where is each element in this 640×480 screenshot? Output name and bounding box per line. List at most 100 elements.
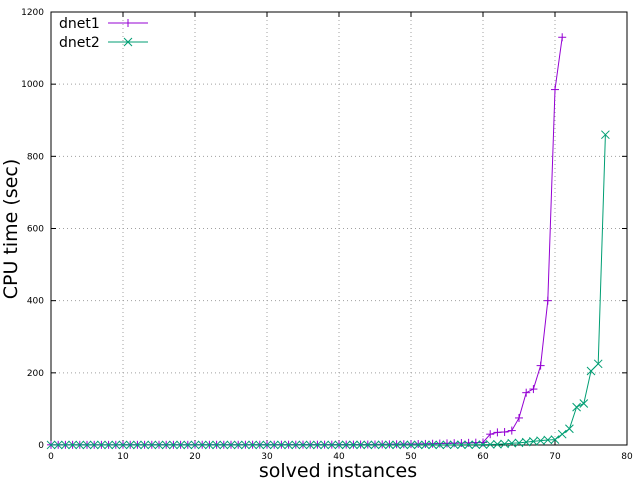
data-point-dnet2 bbox=[586, 366, 596, 376]
data-point-dnet2 bbox=[68, 440, 77, 450]
data-point-dnet1 bbox=[457, 439, 466, 448]
data-point-dnet2 bbox=[190, 440, 200, 450]
x-tick-label: 50 bbox=[405, 452, 417, 462]
series-line-dnet2 bbox=[51, 134, 606, 446]
data-point-dnet1 bbox=[551, 85, 559, 94]
data-point-dnet2 bbox=[305, 440, 315, 450]
data-point-dnet2 bbox=[53, 440, 63, 450]
data-point-dnet2 bbox=[111, 440, 121, 450]
data-point-dnet2 bbox=[428, 440, 437, 450]
data-point-dnet2 bbox=[464, 440, 473, 450]
data-point-dnet2 bbox=[543, 435, 553, 445]
data-point-dnet1 bbox=[414, 439, 423, 448]
data-point-dnet1 bbox=[428, 439, 437, 448]
data-point-dnet1 bbox=[558, 33, 567, 42]
data-point-dnet1 bbox=[529, 385, 538, 394]
data-point-dnet2 bbox=[536, 436, 545, 446]
data-point-dnet2 bbox=[269, 440, 279, 450]
x-tick-label: 40 bbox=[333, 452, 345, 462]
legend-label-dnet1: dnet1 bbox=[59, 16, 100, 32]
x-tick-label: 60 bbox=[477, 452, 489, 462]
data-point-dnet2 bbox=[226, 440, 236, 450]
data-point-dnet1 bbox=[493, 428, 502, 437]
data-point-dnet1 bbox=[500, 428, 509, 437]
data-point-dnet2 bbox=[399, 440, 409, 450]
data-point-dnet2 bbox=[262, 440, 272, 450]
data-point-dnet1 bbox=[435, 439, 444, 448]
data-point-dnet2 bbox=[550, 435, 560, 444]
data-point-dnet1 bbox=[443, 439, 451, 448]
legend-marker-dnet2 bbox=[123, 37, 133, 47]
y-tick-label: 400 bbox=[27, 297, 44, 307]
data-point-dnet2 bbox=[212, 440, 221, 450]
data-point-dnet2 bbox=[449, 440, 459, 450]
data-point-dnet2 bbox=[183, 440, 193, 450]
x-tick-label: 0 bbox=[48, 452, 54, 462]
data-point-dnet2 bbox=[507, 438, 517, 448]
x-tick-label: 80 bbox=[621, 452, 633, 462]
data-point-dnet2 bbox=[392, 440, 401, 450]
x-tick-label: 10 bbox=[117, 452, 129, 462]
data-point-dnet2 bbox=[521, 437, 531, 447]
data-point-dnet1 bbox=[507, 426, 516, 435]
data-point-dnet2 bbox=[233, 440, 243, 450]
data-point-dnet2 bbox=[89, 440, 99, 450]
legend-label-dnet2: dnet2 bbox=[59, 35, 100, 51]
data-point-dnet2 bbox=[169, 440, 178, 450]
data-point-dnet2 bbox=[421, 440, 430, 450]
data-point-dnet2 bbox=[601, 130, 610, 140]
data-point-dnet2 bbox=[75, 440, 85, 450]
data-point-dnet2 bbox=[442, 440, 452, 450]
data-point-dnet2 bbox=[97, 440, 106, 450]
data-point-dnet1 bbox=[486, 430, 495, 439]
data-point-dnet2 bbox=[471, 440, 481, 450]
data-point-dnet2 bbox=[219, 440, 229, 450]
legend: dnet1 dnet2 bbox=[59, 16, 148, 51]
data-point-dnet1 bbox=[464, 438, 473, 447]
data-point-dnet2 bbox=[277, 440, 286, 450]
data-point-dnet2 bbox=[565, 424, 574, 434]
data-point-dnet2 bbox=[385, 440, 394, 450]
data-point-dnet2 bbox=[154, 440, 164, 450]
data-point-dnet2 bbox=[529, 437, 538, 446]
data-point-dnet2 bbox=[248, 440, 257, 450]
data-point-dnet2 bbox=[118, 440, 128, 450]
y-tick-label: 1200 bbox=[21, 8, 44, 18]
data-point-dnet2 bbox=[197, 440, 207, 450]
data-point-dnet2 bbox=[457, 440, 466, 450]
data-point-dnet2 bbox=[133, 440, 142, 450]
data-point-dnet2 bbox=[370, 440, 380, 450]
data-point-dnet2 bbox=[46, 440, 56, 450]
data-point-dnet2 bbox=[176, 440, 185, 450]
data-point-dnet2 bbox=[406, 440, 416, 450]
x-tick-label: 70 bbox=[549, 452, 561, 462]
data-point-dnet2 bbox=[313, 440, 322, 450]
data-point-dnet2 bbox=[579, 399, 589, 408]
series-layer bbox=[46, 33, 610, 450]
y-tick-label: 200 bbox=[27, 369, 44, 379]
grid-lines bbox=[51, 12, 627, 445]
data-point-dnet2 bbox=[291, 440, 301, 450]
data-point-dnet2 bbox=[593, 359, 603, 369]
x-tick-label: 20 bbox=[189, 452, 201, 462]
data-point-dnet2 bbox=[341, 440, 351, 450]
data-point-dnet2 bbox=[320, 440, 329, 450]
data-point-dnet2 bbox=[478, 440, 488, 449]
data-point-dnet1 bbox=[536, 361, 545, 370]
data-point-dnet2 bbox=[356, 440, 365, 450]
data-point-dnet1 bbox=[522, 388, 531, 397]
data-point-dnet2 bbox=[255, 440, 265, 450]
data-point-dnet2 bbox=[125, 440, 135, 450]
data-point-dnet2 bbox=[82, 440, 92, 450]
data-point-dnet1 bbox=[450, 439, 459, 448]
data-point-dnet1 bbox=[543, 296, 552, 305]
x-tick-label: 30 bbox=[261, 452, 273, 462]
legend-marker-dnet1 bbox=[124, 19, 132, 27]
data-point-dnet2 bbox=[363, 440, 373, 450]
data-point-dnet2 bbox=[205, 440, 214, 450]
data-point-dnet2 bbox=[435, 440, 445, 450]
data-point-dnet2 bbox=[327, 440, 337, 450]
data-point-dnet2 bbox=[161, 440, 171, 450]
